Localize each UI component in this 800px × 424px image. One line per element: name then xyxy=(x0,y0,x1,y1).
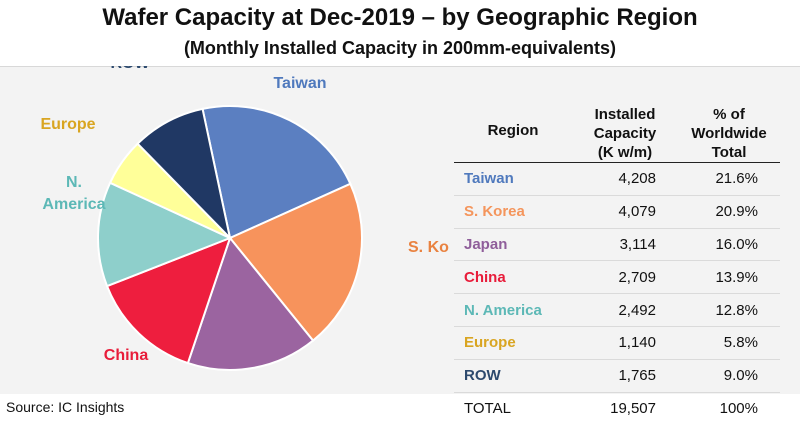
cell-capacity: 3,114 xyxy=(572,228,678,261)
cell-region: Taiwan xyxy=(454,163,572,196)
cell-capacity: 1,765 xyxy=(572,359,678,392)
capacity-table: Region Installed Capacity (K w/m) % of W… xyxy=(454,70,780,424)
pie-slice-label: N.America xyxy=(42,174,105,213)
pie-slice-label: ROW xyxy=(110,66,150,72)
cell-region: N. America xyxy=(454,294,572,327)
header-percent-line: Worldwide xyxy=(678,124,780,143)
pie-slice-label: Taiwan xyxy=(273,75,326,92)
cell-capacity: 19,507 xyxy=(572,392,678,424)
header-capacity-line: Capacity xyxy=(572,124,678,143)
cell-percent: 16.0% xyxy=(678,228,780,261)
cell-percent: 20.9% xyxy=(678,195,780,228)
cell-region: Japan xyxy=(454,228,572,261)
cell-capacity: 4,208 xyxy=(572,163,678,196)
cell-percent: 12.8% xyxy=(678,294,780,327)
source-note: Source: IC Insights xyxy=(6,399,124,415)
header-region: Region xyxy=(454,70,572,163)
header-capacity-line: Installed xyxy=(572,105,678,124)
cell-capacity: 2,492 xyxy=(572,294,678,327)
pie-slice-label: Europe xyxy=(40,116,95,133)
pie-slice-label: S. Korea xyxy=(408,239,450,256)
header-capacity: Installed Capacity (K w/m) xyxy=(572,70,678,163)
cell-percent: 13.9% xyxy=(678,261,780,294)
chart-subtitle: (Monthly Installed Capacity in 200mm-equ… xyxy=(0,36,800,60)
cell-region: TOTAL xyxy=(454,392,572,424)
cell-percent: 21.6% xyxy=(678,163,780,196)
cell-percent: 5.8% xyxy=(678,326,780,359)
cell-region: China xyxy=(454,261,572,294)
pie-slice-label: China xyxy=(104,347,149,364)
header-percent: % of Worldwide Total xyxy=(678,70,780,163)
cell-capacity: 2,709 xyxy=(572,261,678,294)
chart-title: Wafer Capacity at Dec-2019 – by Geograph… xyxy=(0,3,800,33)
pie-slices xyxy=(98,106,362,370)
cell-region: S. Korea xyxy=(454,195,572,228)
cell-region: ROW xyxy=(454,359,572,392)
cell-percent: 100% xyxy=(678,392,780,424)
table-row-total: TOTAL 19,507 100% xyxy=(454,392,780,424)
cell-region: Europe xyxy=(454,326,572,359)
cell-percent: 9.0% xyxy=(678,359,780,392)
header-capacity-line: (K w/m) xyxy=(572,143,678,162)
cell-capacity: 4,079 xyxy=(572,195,678,228)
header-percent-line: % of xyxy=(678,105,780,124)
header-percent-line: Total xyxy=(678,143,780,162)
cell-capacity: 1,140 xyxy=(572,326,678,359)
